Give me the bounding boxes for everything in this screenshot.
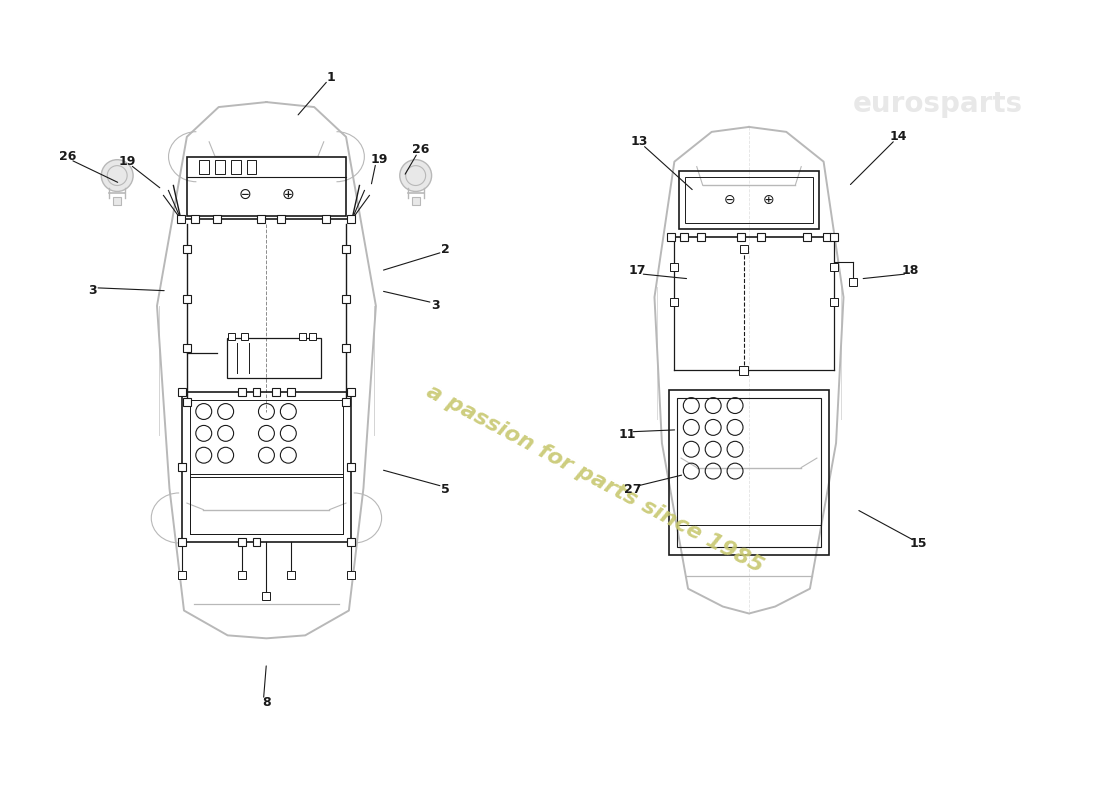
Text: 19: 19 — [119, 155, 135, 168]
Bar — [668, 233, 675, 241]
Text: 18: 18 — [902, 265, 918, 278]
Text: ⊕: ⊕ — [282, 187, 295, 202]
Text: 1: 1 — [327, 70, 336, 84]
Bar — [187, 157, 346, 216]
Bar — [214, 160, 224, 174]
Bar — [849, 278, 857, 286]
Bar — [183, 344, 190, 352]
Bar — [263, 593, 271, 600]
Bar — [277, 215, 285, 223]
Bar — [178, 538, 186, 546]
Text: eurosparts: eurosparts — [852, 90, 1023, 118]
Bar — [238, 570, 246, 578]
Bar — [823, 233, 830, 241]
Bar — [803, 233, 811, 241]
Text: 26: 26 — [412, 143, 429, 156]
Bar — [178, 462, 186, 470]
Text: a passion for parts since 1985: a passion for parts since 1985 — [422, 382, 767, 577]
Bar — [342, 245, 350, 253]
Bar — [190, 215, 199, 223]
Bar — [346, 538, 355, 546]
Circle shape — [399, 160, 431, 191]
Text: 27: 27 — [624, 483, 641, 496]
Bar — [757, 233, 764, 241]
Bar — [697, 233, 705, 241]
Bar — [113, 198, 121, 206]
Bar — [829, 233, 837, 241]
Text: 26: 26 — [58, 150, 76, 163]
Text: 17: 17 — [629, 265, 647, 278]
Bar — [680, 233, 689, 241]
Bar — [253, 388, 261, 396]
Bar — [670, 390, 828, 555]
Bar — [346, 462, 355, 470]
Bar — [227, 338, 321, 378]
Bar — [346, 570, 355, 578]
Bar — [199, 160, 209, 174]
Bar — [212, 215, 221, 223]
Text: 15: 15 — [910, 538, 927, 550]
Bar — [346, 215, 355, 223]
Bar — [322, 215, 330, 223]
Bar — [829, 263, 837, 271]
Text: 5: 5 — [441, 483, 450, 496]
Bar — [740, 245, 748, 253]
Text: 2: 2 — [441, 242, 450, 255]
Bar — [287, 388, 295, 396]
Text: 13: 13 — [631, 135, 648, 148]
Bar — [183, 398, 190, 406]
Bar — [299, 334, 306, 341]
Text: ⊖: ⊖ — [239, 187, 251, 202]
Bar — [177, 215, 185, 223]
Circle shape — [101, 160, 133, 191]
Bar — [246, 160, 256, 174]
Bar — [678, 398, 821, 547]
Bar — [182, 392, 351, 542]
Bar — [228, 334, 234, 341]
Bar — [238, 388, 246, 396]
Bar — [680, 170, 818, 229]
Bar — [183, 294, 190, 302]
Bar — [739, 366, 748, 375]
Bar — [231, 160, 241, 174]
Bar — [178, 388, 186, 396]
Bar — [273, 388, 280, 396]
Bar — [190, 478, 343, 534]
Text: ⊖: ⊖ — [724, 193, 735, 207]
Bar — [342, 344, 350, 352]
Text: 19: 19 — [371, 153, 387, 166]
Bar — [342, 294, 350, 302]
Bar — [253, 538, 261, 546]
Bar — [241, 334, 248, 341]
Bar — [346, 388, 355, 396]
Bar — [670, 263, 679, 271]
Text: 8: 8 — [262, 696, 271, 710]
Bar — [342, 398, 350, 406]
Bar — [411, 198, 420, 206]
Text: ⊕: ⊕ — [763, 193, 774, 207]
Text: 3: 3 — [88, 284, 97, 298]
Text: 3: 3 — [431, 299, 440, 312]
Bar — [309, 334, 316, 341]
Text: 14: 14 — [890, 130, 908, 143]
Bar — [829, 298, 837, 306]
Bar — [685, 177, 813, 223]
Text: 11: 11 — [619, 428, 637, 442]
Bar — [190, 400, 343, 534]
Bar — [737, 233, 745, 241]
Bar — [183, 245, 190, 253]
Bar — [670, 298, 679, 306]
Bar — [238, 538, 246, 546]
Bar — [257, 215, 265, 223]
Bar — [287, 570, 295, 578]
Bar — [178, 570, 186, 578]
